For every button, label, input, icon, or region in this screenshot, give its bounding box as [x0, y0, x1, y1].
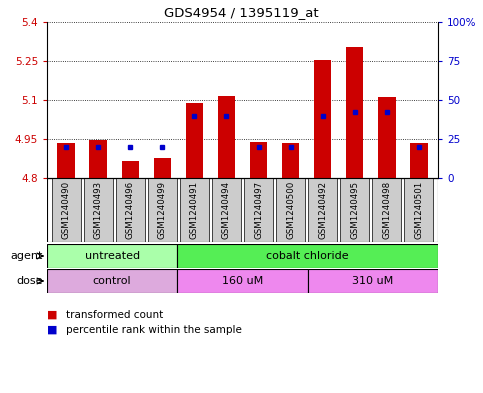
Bar [340, 178, 369, 242]
Text: ■: ■ [47, 310, 57, 320]
Bar [250, 142, 267, 178]
Text: GSM1240493: GSM1240493 [94, 181, 103, 239]
Bar [47, 269, 177, 293]
Bar [276, 178, 305, 242]
Bar [84, 178, 113, 242]
Bar [244, 178, 273, 242]
Text: dose: dose [16, 276, 43, 286]
Bar [282, 143, 299, 178]
Bar [122, 161, 139, 178]
Text: GSM1240495: GSM1240495 [350, 181, 359, 239]
Text: control: control [93, 276, 131, 286]
Text: ■: ■ [47, 325, 57, 335]
Bar [372, 178, 401, 242]
Text: GSM1240494: GSM1240494 [222, 181, 231, 239]
Text: transformed count: transformed count [66, 310, 164, 320]
Text: cobalt chloride: cobalt chloride [266, 251, 349, 261]
Bar [218, 96, 235, 178]
Text: untreated: untreated [85, 251, 140, 261]
Text: GSM1240501: GSM1240501 [414, 181, 423, 239]
Bar [378, 97, 396, 178]
Bar [89, 140, 107, 178]
Bar [177, 269, 308, 293]
Text: GSM1240491: GSM1240491 [190, 181, 199, 239]
Text: GSM1240498: GSM1240498 [382, 181, 391, 239]
Bar [57, 143, 75, 178]
Bar [308, 178, 337, 242]
Text: GSM1240499: GSM1240499 [158, 181, 167, 239]
Text: percentile rank within the sample: percentile rank within the sample [66, 325, 242, 335]
Text: GSM1240496: GSM1240496 [126, 181, 135, 239]
Bar [212, 178, 241, 242]
Bar [346, 47, 364, 178]
Bar [148, 178, 177, 242]
Text: 310 uM: 310 uM [352, 276, 394, 286]
Bar [47, 244, 177, 268]
Bar [52, 178, 81, 242]
Bar [410, 143, 427, 178]
Text: GSM1240490: GSM1240490 [62, 181, 71, 239]
Text: GDS4954 / 1395119_at: GDS4954 / 1395119_at [164, 6, 319, 19]
Bar [116, 178, 145, 242]
Bar [185, 103, 203, 178]
Bar [180, 178, 209, 242]
Text: GSM1240492: GSM1240492 [318, 181, 327, 239]
Bar [404, 178, 433, 242]
Bar [154, 158, 171, 178]
Bar [314, 60, 331, 178]
Text: agent: agent [11, 251, 43, 261]
Bar [177, 244, 438, 268]
Text: GSM1240497: GSM1240497 [254, 181, 263, 239]
Text: GSM1240500: GSM1240500 [286, 181, 295, 239]
Bar [308, 269, 438, 293]
Text: 160 uM: 160 uM [222, 276, 263, 286]
